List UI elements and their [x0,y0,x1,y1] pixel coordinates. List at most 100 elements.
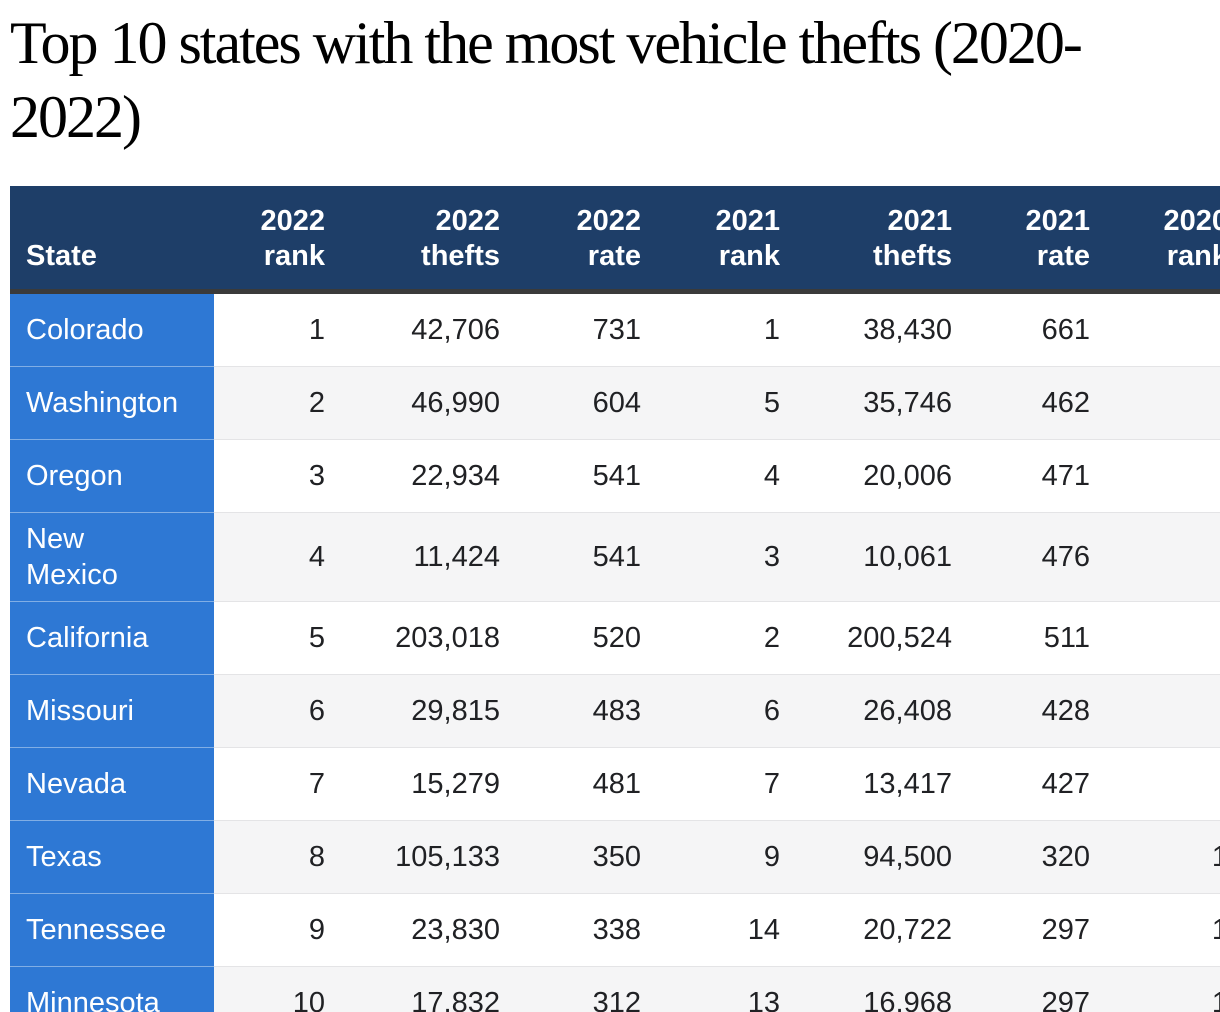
cell-rank2022: 6 [214,674,345,748]
cell-rank2020: 1 [1110,893,1220,967]
cell-rate2021: 462 [972,366,1110,440]
cell-state: Texas [10,820,214,894]
cell-rank2020 [1110,747,1220,821]
cell-rate2022: 731 [520,291,661,367]
cell-thefts2021: 200,524 [800,601,972,675]
cell-state: Nevada [10,747,214,821]
cell-rank2020: 1 [1110,966,1220,1012]
cell-rate2022: 481 [520,747,661,821]
cell-thefts2021: 38,430 [800,291,972,367]
col-header-thefts2022: 2022 thefts [345,186,520,294]
cell-rate2022: 541 [520,439,661,513]
cell-rate2021: 297 [972,893,1110,967]
cell-rank2021: 14 [661,893,800,967]
cell-rank2022: 8 [214,820,345,894]
cell-thefts2021: 10,061 [800,512,972,602]
cell-rank2022: 10 [214,966,345,1012]
table-header-row: State 2022 rank 2022 thefts 2022 rate 2021 r… [10,186,1220,294]
cell-rank2021: 2 [661,601,800,675]
cell-rank2020 [1110,674,1220,748]
cell-state: Minnesota [10,966,214,1012]
cell-rank2021: 13 [661,966,800,1012]
cell-rate2022: 483 [520,674,661,748]
cell-rate2022: 541 [520,512,661,602]
col-header-rate2021: 2021 rate [972,186,1110,294]
cell-rate2021: 471 [972,439,1110,513]
cell-thefts2021: 26,408 [800,674,972,748]
cell-thefts2021: 13,417 [800,747,972,821]
cell-thefts2021: 20,006 [800,439,972,513]
cell-state: California [10,601,214,675]
cell-rate2021: 511 [972,601,1110,675]
table-row: Missouri 6 29,815 483 6 26,408 428 [10,674,1220,748]
cell-thefts2022: 15,279 [345,747,520,821]
cell-thefts2022: 203,018 [345,601,520,675]
cell-rate2022: 350 [520,820,661,894]
table-row: Tennessee 9 23,830 338 14 20,722 297 1 [10,893,1220,967]
cell-rank2020 [1110,366,1220,440]
thefts-table-container: State 2022 rank 2022 thefts 2022 rate 2021 r… [10,186,1220,1012]
cell-thefts2022: 11,424 [345,512,520,602]
cell-rank2021: 4 [661,439,800,513]
cell-rank2021: 5 [661,366,800,440]
cell-rate2021: 427 [972,747,1110,821]
page-title: Top 10 states with the most vehicle thef… [10,10,1083,150]
cell-rank2022: 9 [214,893,345,967]
cell-rate2022: 338 [520,893,661,967]
cell-rank2022: 1 [214,291,345,367]
cell-rate2021: 476 [972,512,1110,602]
cell-thefts2022: 105,133 [345,820,520,894]
cell-rate2022: 520 [520,601,661,675]
col-header-rate2022: 2022 rate [520,186,661,294]
cell-rank2022: 5 [214,601,345,675]
cell-state: Missouri [10,674,214,748]
table-row: California 5 203,018 520 2 200,524 511 [10,601,1220,675]
cell-thefts2021: 16,968 [800,966,972,1012]
col-header-rank2021: 2021 rank [661,186,800,294]
cell-thefts2021: 35,746 [800,366,972,440]
cell-state: Colorado [10,291,214,367]
cell-rate2021: 428 [972,674,1110,748]
thefts-table: State 2022 rank 2022 thefts 2022 rate 2021 r… [10,186,1220,1012]
cell-state: Tennessee [10,893,214,967]
cell-thefts2022: 42,706 [345,291,520,367]
table-row: Nevada 7 15,279 481 7 13,417 427 [10,747,1220,821]
cell-state: Oregon [10,439,214,513]
cell-state: New Mexico [10,512,214,602]
cell-rank2020 [1110,512,1220,602]
table-row: Colorado 1 42,706 731 1 38,430 661 [10,291,1220,367]
cell-rank2022: 7 [214,747,345,821]
cell-rank2020 [1110,439,1220,513]
cell-rank2021: 3 [661,512,800,602]
cell-rank2020: 1 [1110,820,1220,894]
cell-thefts2021: 20,722 [800,893,972,967]
cell-rank2021: 6 [661,674,800,748]
cell-rank2021: 1 [661,291,800,367]
cell-rank2021: 7 [661,747,800,821]
cell-rate2021: 661 [972,291,1110,367]
cell-rate2022: 312 [520,966,661,1012]
cell-rank2022: 4 [214,512,345,602]
cell-thefts2022: 29,815 [345,674,520,748]
cell-rate2021: 320 [972,820,1110,894]
cell-thefts2021: 94,500 [800,820,972,894]
cell-rank2021: 9 [661,820,800,894]
col-header-state: State [10,186,214,294]
cell-thefts2022: 22,934 [345,439,520,513]
cell-rank2020 [1110,291,1220,367]
cell-rate2022: 604 [520,366,661,440]
cell-rate2021: 297 [972,966,1110,1012]
table-row: Washington 2 46,990 604 5 35,746 462 [10,366,1220,440]
cell-rank2022: 2 [214,366,345,440]
cell-thefts2022: 17,832 [345,966,520,1012]
table-row: Minnesota 10 17,832 312 13 16,968 297 1 [10,966,1220,1012]
col-header-rank2022: 2022 rank [214,186,345,294]
table-row: Oregon 3 22,934 541 4 20,006 471 [10,439,1220,513]
col-header-thefts2021: 2021 thefts [800,186,972,294]
table-row: New Mexico 4 11,424 541 3 10,061 476 [10,512,1220,602]
table-row: Texas 8 105,133 350 9 94,500 320 1 [10,820,1220,894]
cell-thefts2022: 23,830 [345,893,520,967]
cell-state: Washington [10,366,214,440]
cell-thefts2022: 46,990 [345,366,520,440]
